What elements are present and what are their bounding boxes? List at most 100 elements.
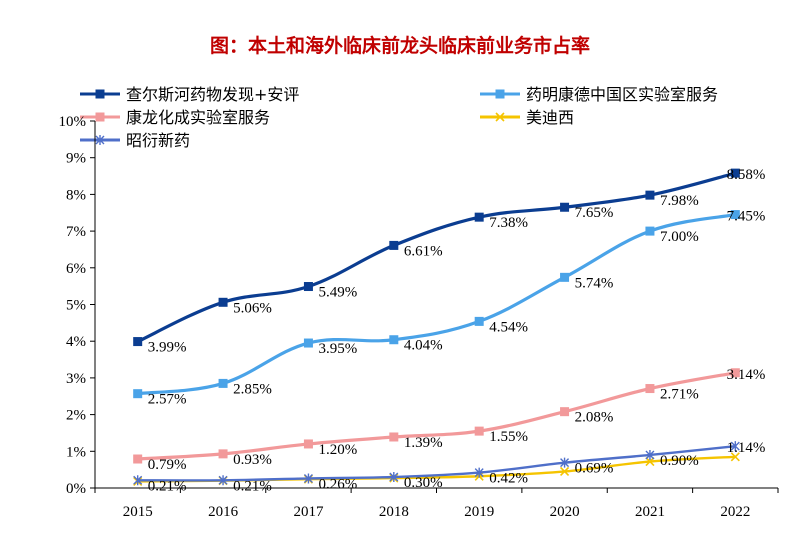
legend-marker: [495, 112, 505, 122]
y-tick-label: 7%: [66, 224, 86, 240]
data-label: 7.45%: [727, 209, 766, 225]
data-label: 0.90%: [660, 453, 699, 469]
data-point: [303, 282, 313, 292]
legend-marker: [95, 112, 105, 122]
y-tick-label: 0%: [66, 481, 86, 497]
series-2: [133, 210, 740, 399]
legend-label: 查尔斯河药物发现+安评: [126, 85, 299, 104]
data-labels: 0.21% 0.21% 0.26% 0.30% 0.42% 0.69% 0.90% 1.14%…: [148, 167, 766, 494]
series-line: [137, 213, 736, 396]
data-label: 2.85%: [233, 381, 272, 397]
data-label: 3.14%: [727, 367, 766, 383]
y-tick-label: 8%: [66, 187, 86, 203]
data-label: 6.61%: [404, 243, 443, 259]
y-tick-label: 5%: [66, 298, 86, 314]
data-point: [133, 475, 143, 486]
data-label: 0.42%: [489, 471, 528, 487]
data-point: [389, 471, 399, 482]
data-point: [560, 272, 570, 282]
legend-item: 查尔斯河药物发现+安评: [80, 85, 299, 104]
data-label: 0.69%: [575, 461, 614, 477]
data-label: 2.08%: [575, 410, 614, 426]
data-point: [389, 240, 399, 250]
x-tick-label: 2019: [464, 504, 494, 520]
data-label: 0.79%: [148, 457, 187, 473]
data-label: 0.21%: [148, 478, 187, 494]
data-point: [133, 454, 143, 464]
data-label: 7.00%: [660, 229, 699, 245]
x-tick-label: 2015: [123, 504, 153, 520]
data-point: [218, 378, 228, 388]
x-tick-label: 2021: [635, 504, 665, 520]
y-tick-label: 9%: [66, 151, 86, 167]
legend-label: 药明康德中国区实验室服务: [526, 85, 718, 104]
data-point: [645, 384, 655, 394]
data-point: [303, 338, 313, 348]
legend-marker: [95, 89, 105, 99]
data-label: 8.58%: [727, 167, 766, 183]
data-label: 3.99%: [148, 340, 187, 356]
data-label: 0.21%: [233, 478, 272, 494]
legend-label: 美迪西: [526, 108, 574, 127]
x-tick-label: 2018: [379, 504, 409, 520]
legend-label: 康龙化成实验室服务: [126, 108, 270, 127]
axes: 0% 1% 2% 3% 4% 5% 6% 7% 8% 9% 10% 2015 2016 2017 2018 2…: [59, 114, 779, 520]
data-point: [218, 449, 228, 459]
data-point: [560, 457, 570, 468]
data-label: 0.93%: [233, 452, 272, 468]
legend-marker: [495, 89, 505, 99]
data-label: 1.39%: [404, 435, 443, 451]
data-label: 1.20%: [318, 442, 357, 458]
data-point: [218, 297, 228, 307]
data-point: [474, 426, 484, 436]
y-tick-label: 10%: [59, 114, 87, 130]
series-layer: [133, 168, 740, 486]
legend-item: 康龙化成实验室服务: [80, 108, 270, 127]
data-label: 0.26%: [318, 476, 357, 492]
x-tick-label: 2020: [550, 504, 580, 520]
data-point: [474, 467, 484, 478]
data-point: [560, 202, 570, 212]
x-tick-label: 2017: [293, 504, 324, 520]
legend-marker: [95, 135, 105, 145]
y-tick-label: 6%: [66, 261, 86, 277]
legend-item: 昭衍新药: [80, 131, 190, 150]
series-line: [137, 444, 736, 482]
data-point: [560, 407, 570, 417]
data-point: [559, 466, 570, 477]
y-tick-label: 4%: [66, 334, 86, 350]
data-label: 4.04%: [404, 338, 443, 354]
data-point: [730, 368, 740, 378]
series-1: [133, 168, 740, 347]
data-point: [730, 210, 740, 220]
data-point: [645, 457, 655, 467]
data-point: [218, 475, 228, 486]
data-point: [645, 190, 655, 200]
data-label: 0.30%: [404, 475, 443, 491]
data-label: 5.49%: [318, 285, 357, 301]
y-tick-label: 3%: [66, 371, 86, 387]
data-point: [133, 337, 143, 347]
data-label: 1.14%: [727, 440, 766, 456]
data-point: [303, 473, 313, 484]
legend-item: 美迪西: [480, 108, 574, 127]
legend-label: 昭衍新药: [126, 131, 190, 150]
data-point: [730, 452, 740, 462]
data-point: [645, 449, 655, 460]
data-point: [730, 441, 740, 452]
data-label: 7.38%: [489, 215, 528, 231]
chart-title: 图：本土和海外临床前龙头临床前业务市占率: [210, 34, 590, 57]
data-label: 5.74%: [575, 275, 614, 291]
data-label: 7.98%: [660, 193, 699, 209]
series-line: [137, 371, 736, 461]
data-point: [133, 389, 143, 399]
series-line: [137, 171, 736, 344]
x-tick-label: 2022: [720, 504, 750, 520]
data-label: 5.06%: [233, 300, 272, 316]
data-point: [389, 335, 399, 345]
data-point: [389, 432, 399, 442]
data-label: 4.54%: [489, 319, 528, 335]
series-5: [133, 441, 740, 486]
